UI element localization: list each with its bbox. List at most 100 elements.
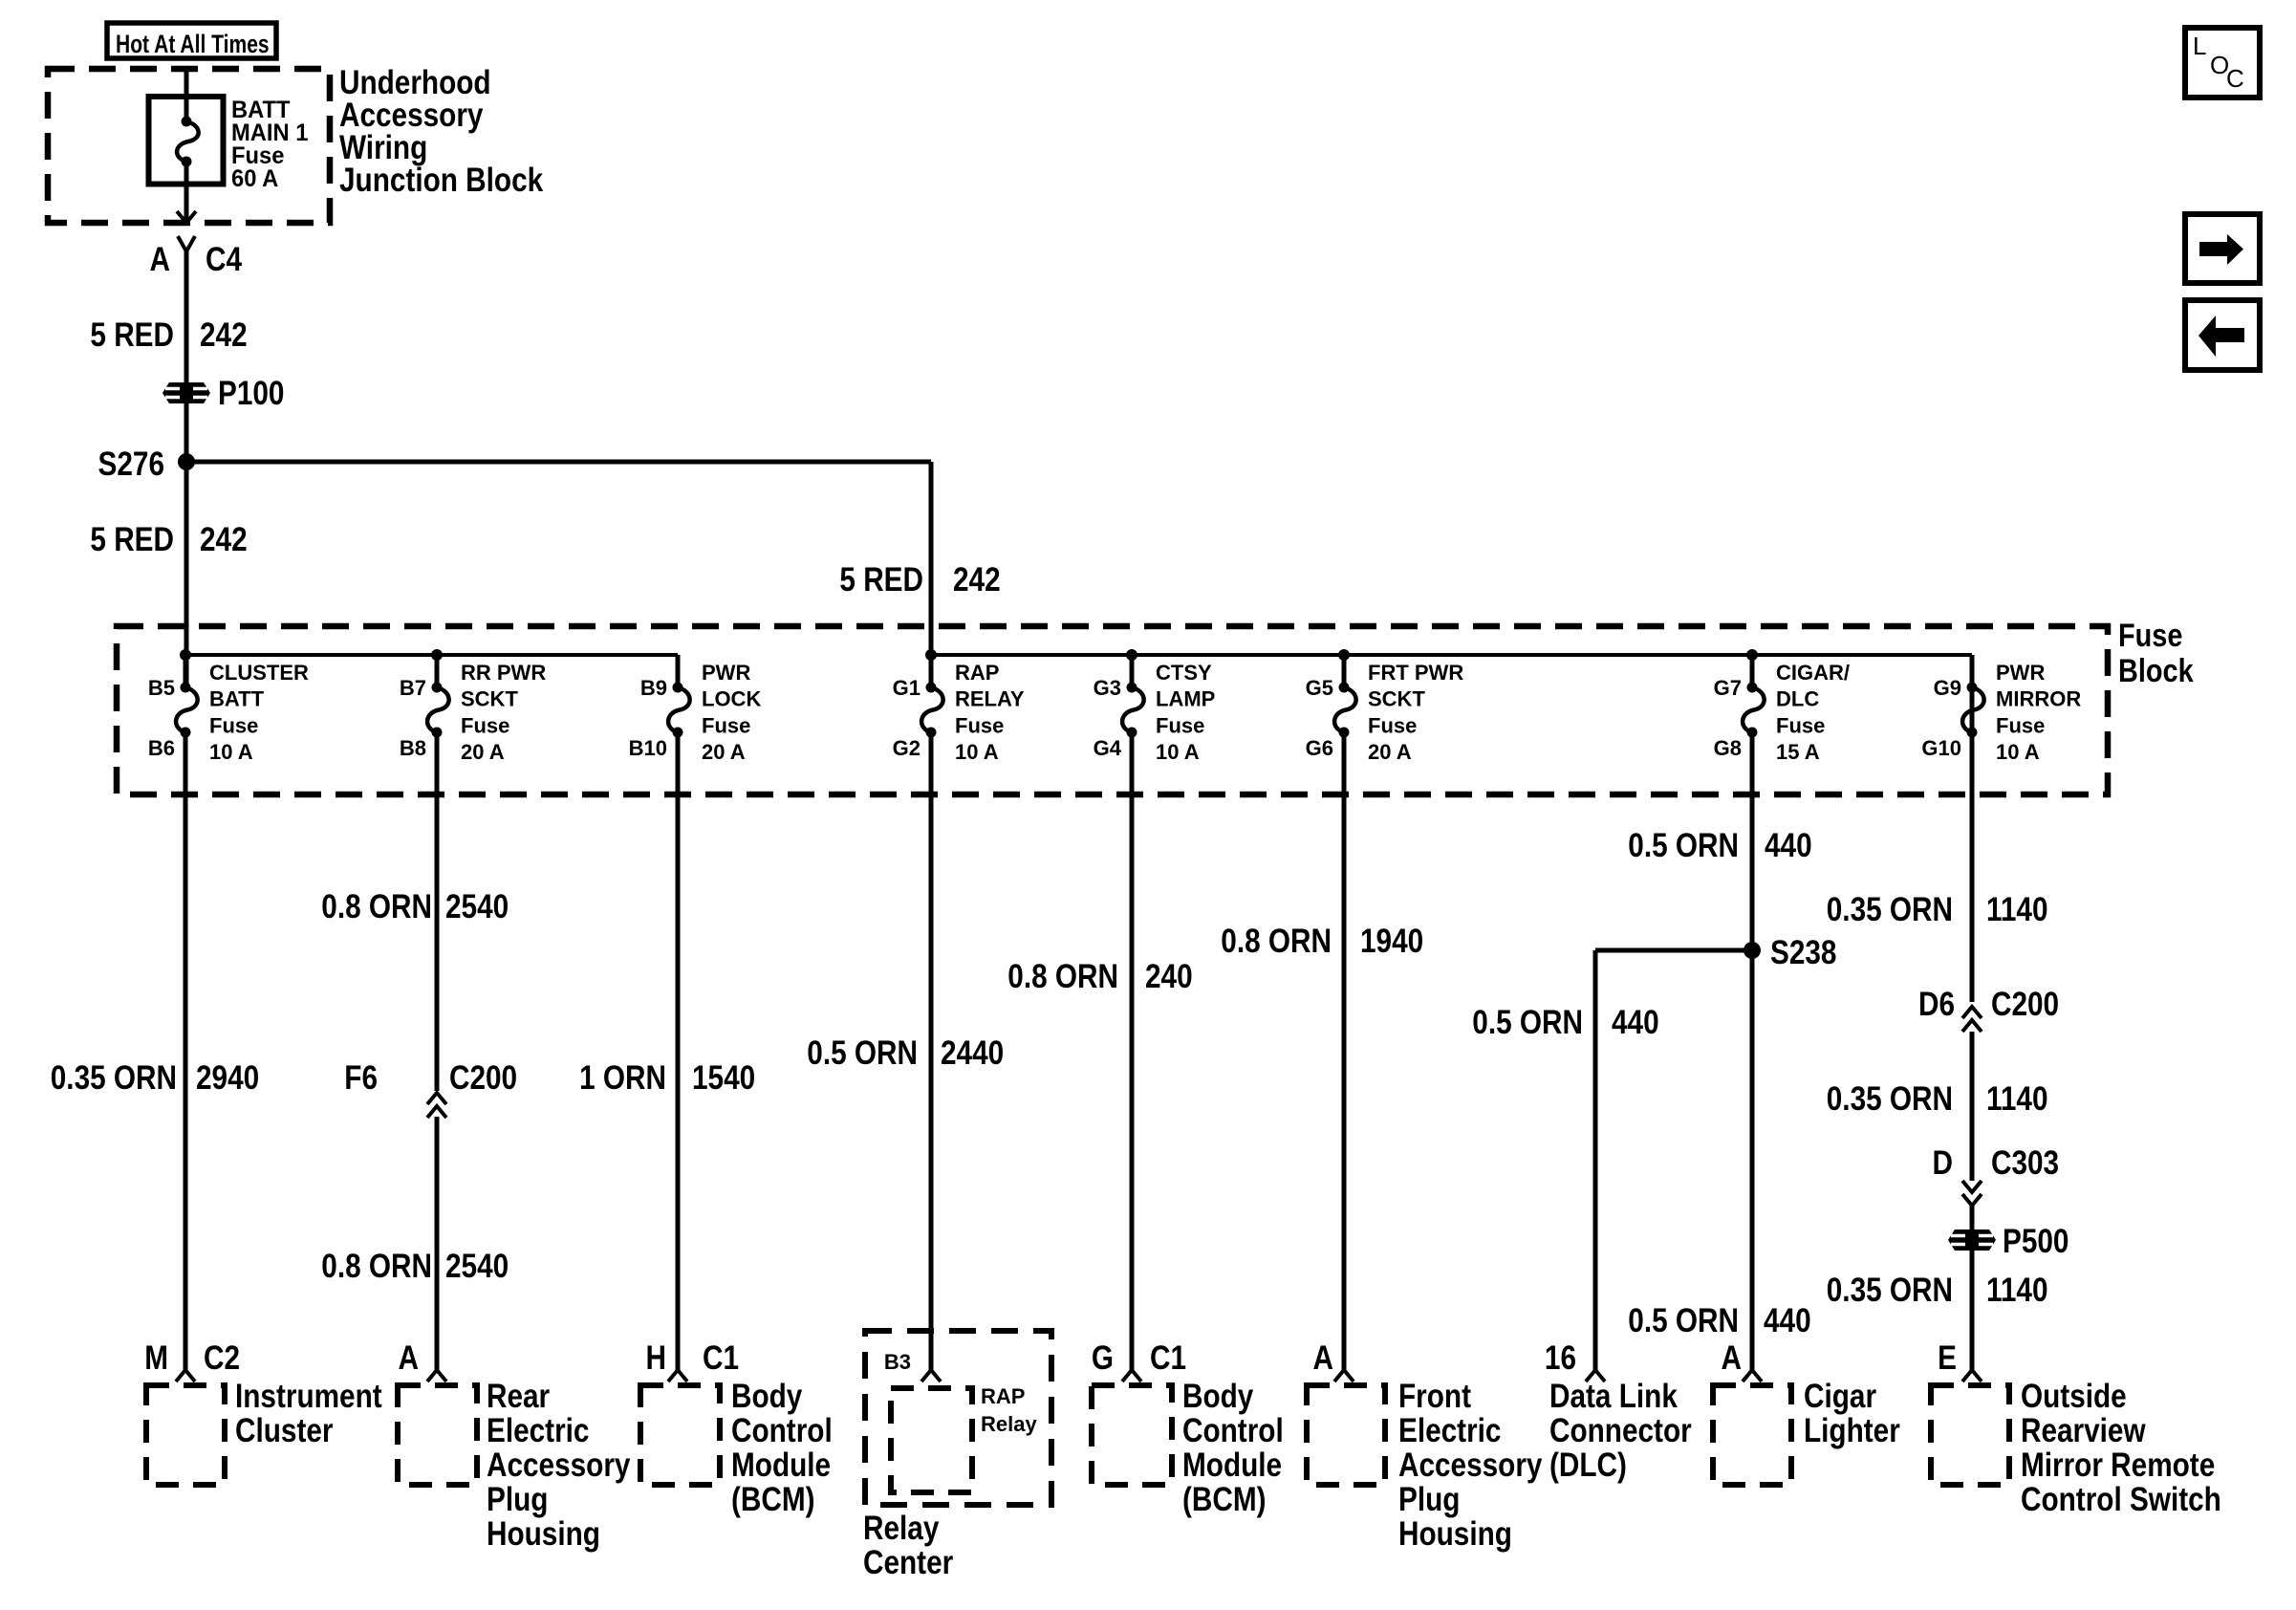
svg-text:0.5 ORN: 0.5 ORN [1472, 1004, 1583, 1041]
svg-text:0.35 ORN: 0.35 ORN [1827, 1080, 1953, 1118]
svg-text:0.8 ORN: 0.8 ORN [1221, 923, 1332, 960]
svg-text:Plug: Plug [1398, 1481, 1460, 1518]
svg-text:O: O [2210, 51, 2229, 79]
svg-text:LAMP: LAMP [1156, 687, 1215, 711]
svg-text:G: G [1092, 1339, 1114, 1377]
svg-text:Underhood: Underhood [339, 64, 491, 101]
svg-text:20 A: 20 A [461, 740, 505, 764]
svg-text:Cluster: Cluster [235, 1412, 334, 1449]
svg-text:Wiring: Wiring [339, 129, 427, 166]
svg-text:242: 242 [200, 521, 248, 558]
svg-text:B9: B9 [640, 676, 667, 700]
svg-text:Fuse: Fuse [461, 713, 509, 737]
svg-text:C200: C200 [449, 1059, 517, 1097]
svg-text:C2: C2 [204, 1339, 240, 1377]
svg-text:G5: G5 [1306, 676, 1333, 700]
svg-text:Module: Module [1182, 1447, 1282, 1484]
svg-text:Accessory: Accessory [339, 97, 483, 134]
svg-text:M: M [144, 1339, 168, 1377]
svg-text:B3: B3 [884, 1350, 911, 1374]
svg-text:0.8 ORN: 0.8 ORN [321, 888, 432, 925]
svg-text:Mirror Remote: Mirror Remote [2021, 1447, 2215, 1484]
svg-text:Block: Block [2118, 652, 2194, 689]
svg-text:A: A [399, 1339, 419, 1377]
svg-text:C303: C303 [1991, 1144, 2059, 1182]
svg-text:G1: G1 [893, 676, 921, 700]
svg-text:Outside: Outside [2021, 1378, 2127, 1415]
svg-text:Control: Control [1182, 1412, 1284, 1449]
svg-text:242: 242 [200, 316, 248, 354]
svg-text:G3: G3 [1094, 676, 1121, 700]
svg-text:Fuse: Fuse [702, 713, 750, 737]
svg-text:1 ORN: 1 ORN [579, 1059, 666, 1097]
svg-text:Front: Front [1398, 1378, 1471, 1415]
svg-text:CIGAR/: CIGAR/ [1776, 661, 1850, 685]
svg-text:1140: 1140 [1986, 1272, 2048, 1309]
svg-text:B10: B10 [629, 736, 667, 760]
svg-text:(DLC): (DLC) [1549, 1447, 1627, 1484]
svg-text:Relay: Relay [863, 1510, 939, 1547]
svg-text:5 RED: 5 RED [90, 521, 174, 558]
svg-text:Instrument: Instrument [235, 1378, 382, 1415]
svg-text:Center: Center [863, 1544, 954, 1581]
svg-text:RAP: RAP [981, 1384, 1025, 1408]
svg-text:242: 242 [953, 561, 1001, 598]
svg-text:A: A [150, 241, 170, 278]
svg-text:D6: D6 [1918, 986, 1955, 1023]
svg-text:F6: F6 [344, 1059, 378, 1097]
svg-text:2440: 2440 [941, 1034, 1004, 1072]
svg-text:G2: G2 [893, 736, 921, 760]
svg-text:240: 240 [1145, 958, 1193, 995]
svg-text:Rear: Rear [487, 1378, 550, 1415]
svg-text:LOCK: LOCK [702, 687, 761, 711]
svg-text:Electric: Electric [1398, 1412, 1501, 1449]
svg-text:RR PWR: RR PWR [461, 661, 546, 685]
svg-text:S238: S238 [1770, 934, 1836, 971]
svg-text:P100: P100 [218, 375, 284, 412]
svg-text:Connector: Connector [1549, 1412, 1692, 1449]
svg-text:A: A [1313, 1339, 1333, 1377]
svg-text:1940: 1940 [1360, 923, 1423, 960]
svg-text:A: A [1722, 1339, 1742, 1377]
svg-text:E: E [1938, 1339, 1957, 1377]
svg-text:Accessory: Accessory [487, 1447, 630, 1484]
svg-text:2540: 2540 [445, 888, 509, 925]
svg-text:Body: Body [1182, 1378, 1253, 1415]
svg-text:0.8 ORN: 0.8 ORN [1007, 958, 1118, 995]
svg-text:S276: S276 [98, 446, 164, 483]
svg-text:Control: Control [731, 1412, 833, 1449]
svg-text:MAIN 1: MAIN 1 [231, 120, 308, 146]
svg-text:CTSY: CTSY [1156, 661, 1212, 685]
svg-text:SCKT: SCKT [461, 687, 518, 711]
svg-text:0.35 ORN: 0.35 ORN [1827, 891, 1953, 928]
svg-text:2940: 2940 [196, 1059, 259, 1097]
svg-text:Housing: Housing [487, 1515, 600, 1553]
svg-text:10 A: 10 A [1156, 740, 1200, 764]
svg-text:440: 440 [1765, 827, 1812, 864]
svg-text:Junction Block: Junction Block [339, 162, 544, 199]
svg-text:1140: 1140 [1986, 891, 2048, 928]
svg-text:BATT: BATT [209, 687, 265, 711]
svg-text:D: D [1933, 1144, 1953, 1182]
svg-text:0.35 ORN: 0.35 ORN [51, 1059, 177, 1097]
svg-text:Data Link: Data Link [1549, 1378, 1679, 1415]
svg-text:Lighter: Lighter [1804, 1412, 1900, 1449]
svg-text:PWR: PWR [1996, 661, 2045, 685]
svg-text:Fuse: Fuse [209, 713, 258, 737]
svg-text:Fuse: Fuse [1776, 713, 1825, 737]
svg-text:C: C [2226, 64, 2244, 93]
svg-text:L: L [2193, 32, 2206, 60]
svg-text:5 RED: 5 RED [90, 316, 174, 354]
svg-text:10 A: 10 A [209, 740, 253, 764]
svg-text:Body: Body [731, 1378, 802, 1415]
svg-text:Housing: Housing [1398, 1515, 1512, 1553]
svg-text:DLC: DLC [1776, 687, 1819, 711]
svg-text:(BCM): (BCM) [1182, 1481, 1267, 1518]
svg-text:B6: B6 [148, 736, 175, 760]
svg-text:(BCM): (BCM) [731, 1481, 815, 1518]
svg-text:C1: C1 [703, 1339, 739, 1377]
svg-text:60 A: 60 A [231, 165, 278, 192]
svg-text:10 A: 10 A [1996, 740, 2040, 764]
svg-text:16: 16 [1545, 1339, 1576, 1377]
svg-text:Cigar: Cigar [1804, 1378, 1876, 1415]
